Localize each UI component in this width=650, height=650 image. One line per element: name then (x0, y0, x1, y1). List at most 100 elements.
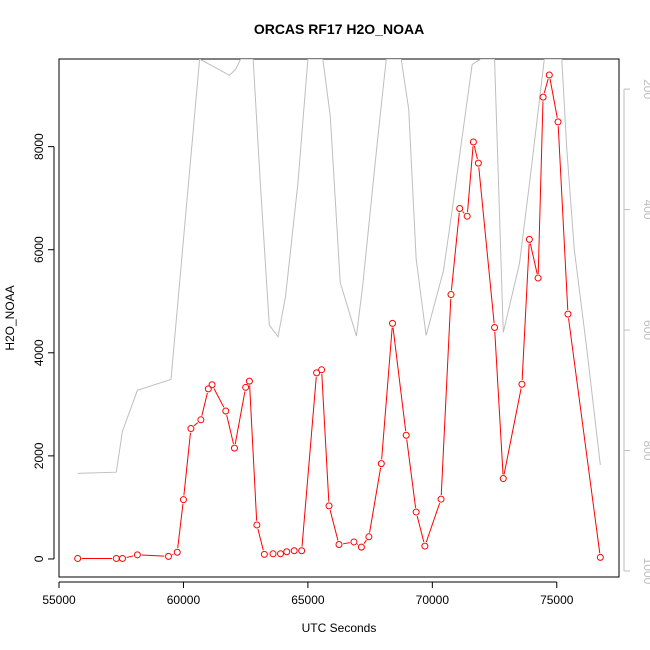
series-segment (201, 392, 208, 416)
x-tick-label: 75000 (540, 593, 574, 607)
y-tick-label: 0 (32, 555, 46, 562)
y2-tick-label: 200 (641, 79, 650, 99)
data-point (112, 554, 120, 562)
series-segment (126, 555, 134, 558)
series-segment (473, 145, 478, 160)
series-segment (234, 391, 246, 445)
data-point (230, 444, 238, 452)
series-segment (568, 318, 601, 554)
data-point (208, 381, 216, 389)
data-point (325, 502, 333, 510)
data-point (318, 366, 326, 374)
series-segment (462, 211, 465, 214)
series-segment (450, 212, 460, 291)
data-point (545, 71, 553, 79)
series-segment (543, 78, 549, 94)
data-point (534, 274, 542, 282)
series-segment (381, 327, 393, 460)
data-point (313, 369, 321, 377)
series-segment (183, 432, 191, 496)
data-point (260, 550, 268, 558)
data-point (377, 460, 385, 468)
data-point (463, 212, 471, 220)
x-axis: 55000 60000 65000 70000 75000 (42, 581, 574, 607)
data-point (197, 416, 205, 424)
y-axis: 0 2000 4000 6000 8000 (32, 133, 55, 562)
series-segment (213, 388, 225, 408)
series-left (74, 71, 604, 562)
series-segment (521, 243, 530, 381)
x-axis-label: UTC Seconds (302, 621, 377, 635)
y2-tick-label: 400 (641, 200, 650, 220)
x-tick-label: 65000 (291, 593, 325, 607)
data-point (298, 547, 306, 555)
data-point (173, 548, 181, 556)
series-segment (494, 331, 504, 475)
data-point (518, 380, 526, 388)
data-point (421, 542, 429, 550)
data-point (269, 550, 277, 558)
plot-frame (58, 58, 620, 578)
data-point (165, 552, 173, 560)
series-segment (321, 373, 330, 502)
data-point (74, 554, 82, 562)
series-right (77, 59, 601, 474)
y2-tick-label: 600 (641, 320, 650, 340)
series-segment (257, 528, 264, 551)
series-layer (74, 59, 604, 562)
data-point (222, 407, 230, 415)
series-segment (193, 422, 199, 427)
data-point (456, 204, 464, 212)
y-tick-label: 2000 (32, 442, 46, 469)
y-tick-label: 8000 (32, 133, 46, 160)
series-segment (440, 298, 452, 496)
y2-tick-label: 800 (641, 440, 650, 460)
series-segment (249, 385, 258, 521)
data-point (491, 324, 499, 332)
series-segment (369, 467, 382, 533)
data-point (554, 118, 562, 126)
data-point (474, 159, 482, 167)
data-point (564, 310, 572, 318)
series-line (77, 59, 601, 474)
data-point (499, 475, 507, 483)
series-segment (406, 439, 417, 508)
y-tick-label: 6000 (32, 236, 46, 263)
series-segment (226, 415, 234, 445)
series-segment (425, 502, 441, 543)
data-point (277, 550, 285, 558)
data-point (596, 553, 604, 561)
series-segment (529, 243, 538, 275)
x-tick-label: 70000 (416, 593, 450, 607)
y-axis-label: H2O_NOAA (3, 285, 17, 350)
data-point (204, 385, 212, 393)
series-segment (503, 388, 522, 475)
data-point (187, 425, 195, 433)
data-point (335, 541, 343, 549)
data-point (525, 235, 533, 243)
y2-axis: 200 400 600 800 1000 (623, 79, 650, 585)
data-point (283, 548, 291, 556)
data-point (389, 319, 397, 327)
data-point (245, 377, 253, 385)
data-point (179, 496, 187, 504)
y2-tick-label: 1000 (641, 558, 650, 585)
data-point (253, 521, 261, 529)
chart-title: ORCAS RF17 H2O_NOAA (254, 21, 424, 37)
data-point (133, 551, 141, 559)
series-segment (416, 516, 425, 543)
data-point (350, 538, 358, 546)
series-segment (177, 503, 184, 549)
data-point (118, 554, 126, 562)
series-segment (363, 539, 367, 544)
x-tick-label: 55000 (42, 593, 76, 607)
data-point (469, 138, 477, 146)
data-point (412, 508, 420, 516)
data-point (365, 533, 373, 541)
series-segment (343, 542, 350, 545)
series-segment (392, 327, 407, 432)
series-segment (301, 377, 317, 547)
series-segment (478, 167, 495, 324)
series-segment (329, 509, 339, 541)
data-point (539, 93, 547, 101)
